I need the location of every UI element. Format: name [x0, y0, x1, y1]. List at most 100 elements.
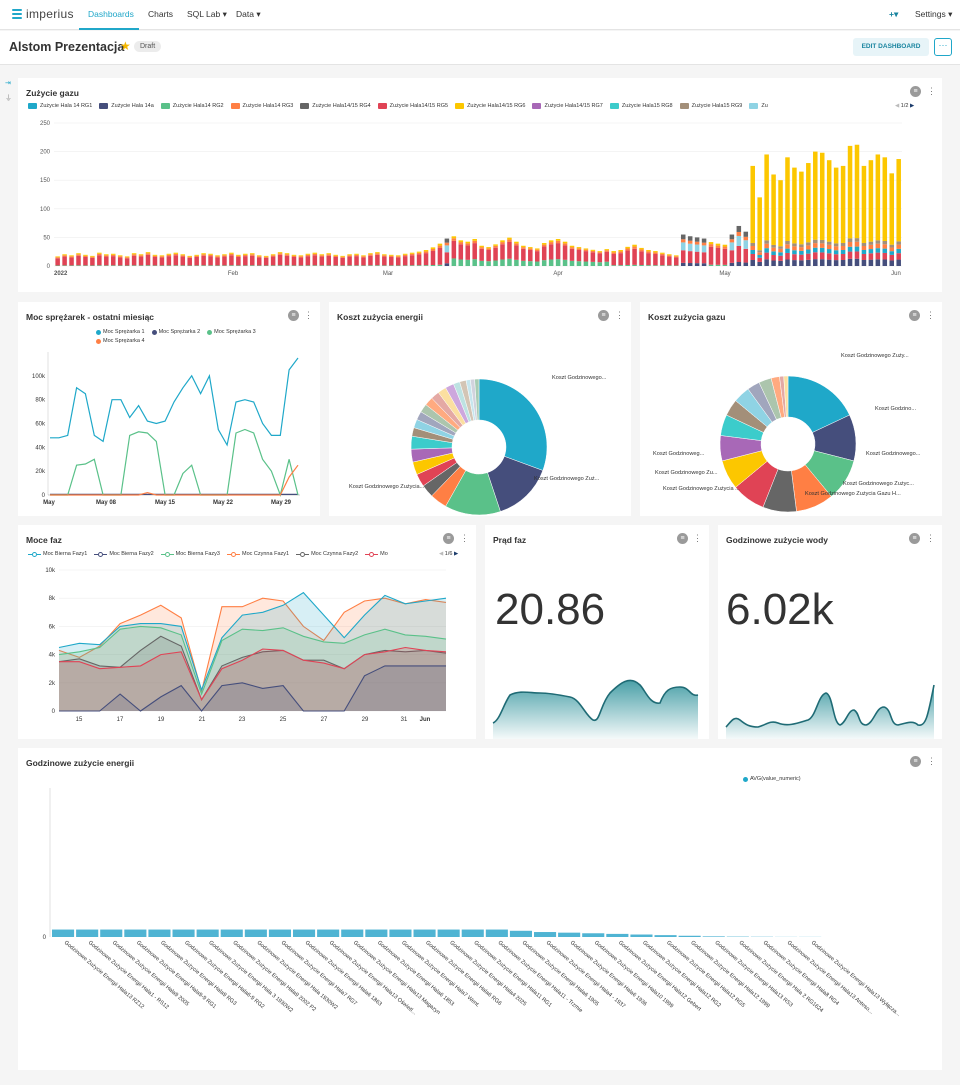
bar-segment: [173, 265, 179, 266]
bar-segment: [222, 265, 227, 266]
more-icon[interactable]: ⋮: [926, 310, 935, 320]
bar-segment: [806, 245, 811, 250]
legend-item[interactable]: Moc Czynna Fazy1: [226, 551, 289, 557]
legend-item[interactable]: Moc Sprężarka 4: [96, 338, 145, 344]
legend-item[interactable]: Moc Sprężarka 1: [96, 329, 145, 335]
more-actions-button[interactable]: ···: [934, 38, 952, 56]
bar-segment: [277, 254, 283, 266]
filter-icon[interactable]: ≡: [910, 756, 921, 767]
legend-item[interactable]: Zu: [749, 103, 768, 109]
trendline-line: [725, 684, 935, 728]
legend-item[interactable]: Zużycie Hala14 RG3: [230, 103, 293, 109]
filter-icon[interactable]: ≡: [909, 310, 920, 321]
legend-item[interactable]: Moc Czynna Fazy2: [296, 551, 358, 557]
brand-logo[interactable]: imperius: [12, 7, 74, 21]
legend-item[interactable]: Zużycie Hala14/15 RG6: [455, 103, 525, 109]
bar-segment: [722, 244, 728, 247]
more-icon[interactable]: ⋮: [927, 756, 936, 766]
filter-icon[interactable]: ≡: [443, 533, 454, 544]
bar-segment: [402, 253, 408, 255]
filter-icon[interactable]: ≡: [910, 86, 921, 97]
bar: [148, 929, 171, 937]
bar-segment: [854, 144, 860, 239]
nav-charts[interactable]: Charts: [148, 9, 174, 19]
bar-segment: [819, 239, 825, 244]
edit-dashboard-button[interactable]: EDIT DASHBOARD: [853, 38, 929, 56]
more-icon[interactable]: ⋮: [926, 533, 935, 543]
bar-segment: [187, 255, 192, 257]
bar-segment: [166, 253, 172, 255]
more-icon[interactable]: ⋮: [927, 86, 936, 96]
bar-segment: [507, 237, 512, 240]
more-icon[interactable]: ⋮: [304, 310, 313, 320]
bar: [582, 933, 605, 937]
nav-dashboards[interactable]: Dashboards: [88, 9, 134, 19]
more-icon[interactable]: ⋮: [693, 533, 702, 543]
series-line: [50, 357, 299, 447]
series-line: [58, 591, 447, 692]
legend-item[interactable]: Moc Sprężarka 2: [151, 329, 200, 335]
legend-swatch: [300, 103, 310, 109]
filter-icon[interactable]: ≡: [288, 310, 299, 321]
nav-sql-lab[interactable]: SQL Lab ▾: [187, 9, 227, 19]
collapse-icon[interactable]: ⇥: [5, 80, 11, 87]
bar-segment: [395, 265, 401, 266]
legend-item[interactable]: Zużycie Hala14/15 RG4: [300, 103, 371, 109]
bar-segment: [69, 256, 74, 258]
legend-pager[interactable]: ◀ 1/2 ▶: [895, 103, 915, 109]
bar-segment: [340, 256, 345, 258]
legend-item[interactable]: Zużycie Hala14/15 RG7: [532, 103, 603, 109]
filter-icon[interactable]: ≡: [677, 533, 688, 544]
bar-segment: [785, 259, 790, 266]
bar-segment: [715, 245, 721, 248]
y-tick-label: 0: [52, 709, 56, 715]
bar-segment: [840, 253, 846, 260]
more-icon[interactable]: ⋮: [460, 533, 469, 543]
bar-segment: [416, 265, 422, 266]
filter-icon[interactable]: ≡: [909, 533, 920, 544]
bar-segment: [236, 265, 241, 266]
legend-item[interactable]: Moc Bierna Fazy2: [94, 551, 154, 557]
filter-icon[interactable]: ≡: [598, 310, 609, 321]
more-icon[interactable]: ⋮: [615, 310, 624, 320]
legend-label: Zu: [761, 103, 768, 109]
x-tick-label: 27: [321, 717, 328, 723]
bar-segment: [521, 260, 526, 266]
nav-data[interactable]: Data ▾: [236, 9, 261, 19]
filter-icon[interactable]: ⏚: [5, 95, 12, 102]
bar-segment: [778, 255, 783, 261]
bar-segment: [326, 255, 331, 266]
bar-segment: [117, 257, 123, 266]
legend-item[interactable]: Zużycie Hala14/15 RG5: [377, 103, 448, 109]
legend-item[interactable]: Moc Bierna Fazy1: [28, 551, 87, 557]
bar-segment: [256, 255, 262, 257]
legend-item[interactable]: Zużycie Hala 14a: [99, 103, 154, 109]
bar-segment: [229, 265, 234, 266]
bar-segment: [187, 265, 192, 266]
star-icon[interactable]: ★: [120, 39, 131, 53]
legend-item[interactable]: Zużycie Hala15 RG9: [679, 103, 742, 109]
legend-item[interactable]: Moc Sprężarka 3: [207, 329, 256, 335]
bar-segment: [243, 253, 248, 255]
legend-swatch: [94, 551, 108, 557]
bar-segment: [368, 253, 373, 255]
bar-segment: [889, 260, 895, 266]
plus-icon[interactable]: +▾: [889, 9, 899, 19]
bar-segment: [131, 254, 137, 256]
bar-segment: [208, 265, 213, 266]
legend-label: Moc Czynna Fazy2: [311, 551, 359, 557]
bar-segment: [437, 245, 443, 248]
legend-item[interactable]: Zużycie Hala 14 RG1: [28, 103, 92, 109]
bar-segment: [298, 255, 304, 257]
legend-item[interactable]: Mo: [365, 551, 388, 557]
bar-segment: [764, 240, 769, 244]
draft-badge[interactable]: Draft: [134, 41, 162, 52]
legend-page-indicator: 1/6: [444, 551, 453, 557]
bar-segment: [562, 241, 568, 244]
legend-pager[interactable]: ◀ 1/6 ▶: [436, 551, 459, 557]
legend-item[interactable]: Zużycie Hala14 RG2: [160, 103, 224, 109]
legend-item[interactable]: Zużycie Hala15 RG8: [609, 103, 673, 109]
settings-menu[interactable]: Settings ▾: [915, 9, 953, 19]
legend-item[interactable]: Moc Bierna Fazy3: [160, 551, 220, 557]
legend-swatch: [377, 103, 387, 109]
